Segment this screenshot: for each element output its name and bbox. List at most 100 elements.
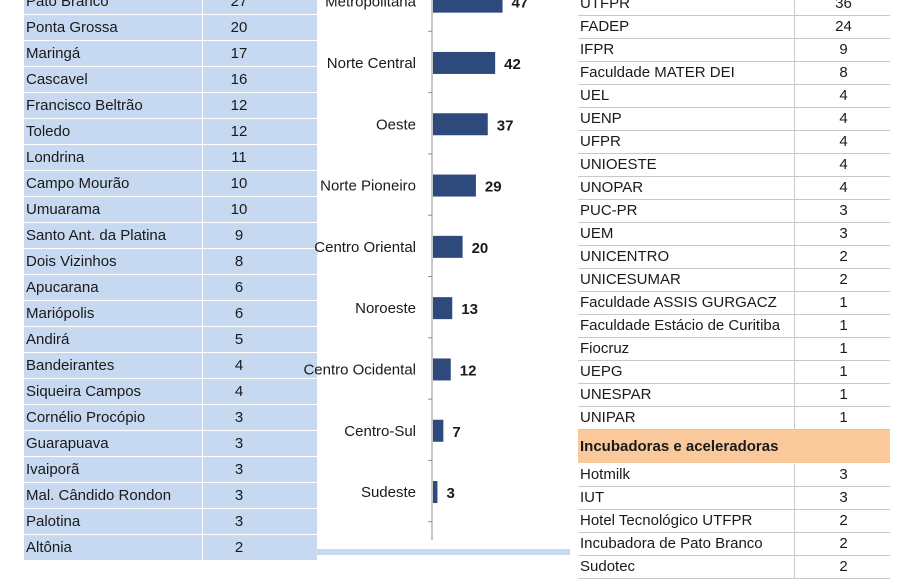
city-row: Palotina 3 (24, 508, 317, 535)
city-row: Umuarama 10 (24, 196, 317, 223)
institution-name: FADEP (578, 15, 795, 39)
institution-count: 36 (794, 0, 890, 16)
city-row: Maringá 17 (24, 40, 317, 67)
city-row: Cascavel 16 (24, 66, 317, 93)
city-count: 3 (202, 482, 317, 509)
institution-row: IFPR 9 (578, 38, 890, 62)
city-row: Mal. Cândido Rondon 3 (24, 482, 317, 509)
city-count: 6 (202, 300, 317, 327)
data-label: 20 (472, 240, 489, 257)
city-name: Toledo (24, 118, 203, 145)
category-label: Centro Oriental (314, 239, 416, 256)
city-count: 10 (202, 170, 317, 197)
chart-footer-strip (284, 549, 570, 555)
city-name: Guarapuava (24, 430, 203, 457)
bar-noroeste (433, 297, 453, 320)
institution-row: UEPG 1 (578, 360, 890, 384)
institution-row: UNOPAR 4 (578, 176, 890, 200)
city-count: 11 (202, 144, 317, 171)
data-label: 3 (446, 485, 454, 502)
city-row: Francisco Beltrão 12 (24, 92, 317, 119)
city-name: Umuarama (24, 196, 203, 223)
institution-name: UNICESUMAR (578, 268, 795, 292)
incubator-name: Sudotec (578, 555, 795, 579)
institution-row: UNIPAR 1 (578, 406, 890, 430)
institution-count: 9 (794, 38, 890, 62)
city-row: Bandeirantes 4 (24, 352, 317, 379)
city-row: Guarapuava 3 (24, 430, 317, 457)
institution-name: UENP (578, 107, 795, 131)
data-label: 47 (512, 0, 529, 12)
institution-row: UENP 4 (578, 107, 890, 131)
institution-name: UNESPAR (578, 383, 795, 407)
city-name: Maringá (24, 40, 203, 67)
city-row: Londrina 11 (24, 144, 317, 171)
incubator-row: Hotmilk 3 (578, 463, 890, 487)
institution-count: 1 (794, 406, 890, 430)
incubator-row: Hotel Tecnológico UTFPR 2 (578, 509, 890, 533)
institution-name: UEL (578, 84, 795, 108)
category-label: Centro-Sul (344, 423, 416, 440)
institution-name: UEM (578, 222, 795, 246)
city-name: Apucarana (24, 274, 203, 301)
incubator-count: 2 (794, 532, 890, 556)
incubator-count: 2 (794, 509, 890, 533)
city-row: Mariópolis 6 (24, 300, 317, 327)
institution-count: 4 (794, 176, 890, 200)
institution-row: Faculdade ASSIS GURGACZ 1 (578, 291, 890, 315)
institution-count: 2 (794, 268, 890, 292)
incubator-row: IUT 3 (578, 486, 890, 510)
incubator-name: Hotel Tecnológico UTFPR (578, 509, 795, 533)
incubator-name: Hotmilk (578, 463, 795, 487)
city-name: Mariópolis (24, 300, 203, 327)
city-row: Cornélio Procópio 3 (24, 404, 317, 431)
city-name: Altônia (24, 534, 203, 561)
institution-count: 4 (794, 84, 890, 108)
institution-name: Fiocruz (578, 337, 795, 361)
incubator-name: IUT (578, 486, 795, 510)
category-label: Norte Central (327, 55, 416, 72)
institution-row: Faculdade MATER DEI 8 (578, 61, 890, 85)
category-label: Centro Ocidental (303, 361, 416, 378)
city-row: Altônia 2 (24, 534, 317, 561)
city-count-table: Pato Branco 27 Ponta Grossa 20 Maringá 17 Casc… (24, 0, 317, 561)
bar-centro-sul (433, 419, 444, 442)
institution-name: UNICENTRO (578, 245, 795, 269)
city-name: Palotina (24, 508, 203, 535)
institution-count: 1 (794, 337, 890, 361)
institution-name: UEPG (578, 360, 795, 384)
category-label: Norte Pioneiro (320, 178, 416, 195)
institution-name: UFPR (578, 130, 795, 154)
institution-row: Fiocruz 1 (578, 337, 890, 361)
category-label: Metropolitana (325, 0, 417, 11)
city-name: Ivaiporã (24, 456, 203, 483)
city-name: Ponta Grossa (24, 14, 203, 41)
institution-row: UTFPR 36 (578, 0, 890, 16)
incubators-header-label: Incubadoras e aceleradoras (578, 429, 890, 464)
institution-count: 4 (794, 153, 890, 177)
institution-count: 24 (794, 15, 890, 39)
city-name: Pato Branco (24, 0, 203, 15)
institution-count: 4 (794, 107, 890, 131)
city-row: Ivaiporã 3 (24, 456, 317, 483)
institution-name: UNIPAR (578, 406, 795, 430)
city-count: 8 (202, 248, 317, 275)
city-row: Ponta Grossa 20 (24, 14, 317, 41)
city-count: 17 (202, 40, 317, 67)
incubator-count: 3 (794, 486, 890, 510)
institution-row: UFPR 4 (578, 130, 890, 154)
institution-count: 1 (794, 383, 890, 407)
institution-count-table: UTFPR 36 FADEP 24 IFPR 9 Faculdade MATER DEI 8 U… (578, 0, 890, 579)
city-count: 10 (202, 196, 317, 223)
city-name: Francisco Beltrão (24, 92, 203, 119)
city-name: Bandeirantes (24, 352, 203, 379)
institution-name: IFPR (578, 38, 795, 62)
data-label: 37 (497, 117, 514, 134)
bar-metropolitana (433, 0, 503, 13)
institution-count: 1 (794, 360, 890, 384)
institution-name: Faculdade ASSIS GURGACZ (578, 291, 795, 315)
data-label: 12 (460, 362, 477, 379)
city-row: Siqueira Campos 4 (24, 378, 317, 405)
bar-oeste (433, 113, 488, 136)
